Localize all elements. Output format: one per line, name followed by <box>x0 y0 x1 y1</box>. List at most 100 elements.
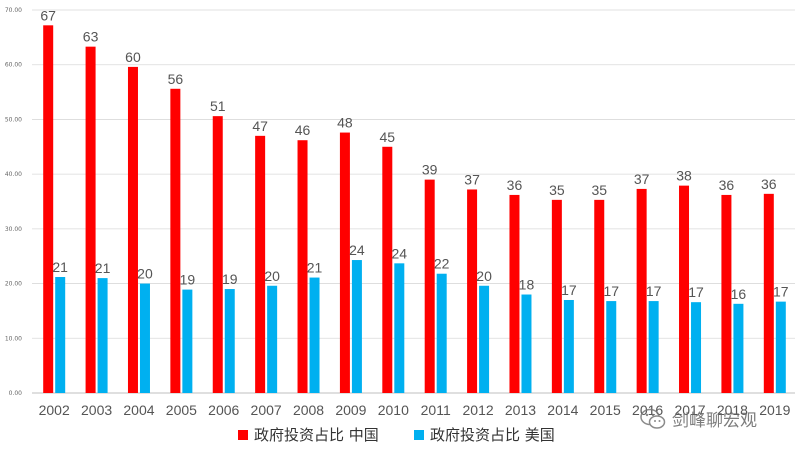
data-label-china: 37 <box>634 171 650 187</box>
x-tick-label: 2018 <box>717 402 748 418</box>
data-label-china: 60 <box>125 49 141 65</box>
bar-usa <box>733 303 744 393</box>
data-label-usa: 21 <box>52 259 68 275</box>
bar-china <box>255 135 266 394</box>
bar-china <box>212 116 223 393</box>
bar-usa <box>309 277 320 393</box>
watermark: 剑峰聊宏观 <box>640 406 757 431</box>
x-tick-label: 2002 <box>39 402 70 418</box>
x-tick-label: 2015 <box>590 402 621 418</box>
bar-usa <box>55 277 66 393</box>
bar-china <box>594 199 605 393</box>
bar-usa <box>224 289 235 393</box>
legend-swatch-usa <box>414 429 424 440</box>
bar-usa <box>563 299 574 393</box>
x-tick-label: 2014 <box>547 402 578 418</box>
y-tick-label: 20.00 <box>5 281 22 288</box>
data-label-china: 48 <box>337 115 353 131</box>
bar-usa <box>394 263 405 393</box>
x-tick-label: 2008 <box>293 402 324 418</box>
data-label-usa: 17 <box>603 283 619 299</box>
legend-label-usa: 政府投资占比 美国 <box>430 426 555 444</box>
y-tick-label: 0.00 <box>9 390 23 397</box>
data-label-usa: 16 <box>731 286 747 302</box>
data-label-china: 36 <box>719 177 735 193</box>
bar-china <box>43 25 54 393</box>
y-tick-label: 70.00 <box>5 7 22 14</box>
bar-usa <box>139 283 150 393</box>
data-label-usa: 21 <box>307 260 323 276</box>
bar-usa <box>436 273 447 393</box>
bar-usa <box>775 301 786 393</box>
data-label-usa: 20 <box>264 268 280 284</box>
y-tick-label: 40.00 <box>5 171 22 178</box>
y-tick-label: 50.00 <box>5 116 22 123</box>
bar-usa <box>521 294 532 393</box>
data-label-china: 67 <box>40 7 56 23</box>
watermark-text: 剑峰聊宏观 <box>672 411 757 431</box>
bar-usa <box>606 301 617 393</box>
bar-usa <box>267 285 278 393</box>
bar-china <box>763 193 774 393</box>
data-label-china: 63 <box>83 29 99 45</box>
data-label-china: 51 <box>210 98 226 114</box>
x-tick-label: 2003 <box>81 402 112 418</box>
data-label-usa: 17 <box>646 283 662 299</box>
data-label-usa: 18 <box>519 277 535 293</box>
data-label-china: 36 <box>761 176 777 192</box>
data-label-china: 38 <box>676 168 692 184</box>
bar-china <box>636 188 647 393</box>
data-label-china: 35 <box>549 182 565 198</box>
data-label-china: 47 <box>252 118 268 134</box>
bar-china <box>424 179 435 393</box>
data-label-usa: 17 <box>688 284 704 300</box>
data-label-usa: 24 <box>392 245 408 261</box>
data-label-china: 37 <box>464 171 480 187</box>
x-tick-label: 2004 <box>123 402 154 418</box>
legend: 政府投资占比 中国 政府投资占比 美国 <box>0 424 800 446</box>
data-label-china: 45 <box>380 129 396 145</box>
x-tick-label: 2005 <box>166 402 197 418</box>
data-label-china: 56 <box>168 71 184 87</box>
data-label-china: 46 <box>295 122 311 138</box>
bar-china <box>297 140 308 393</box>
bar-china <box>382 146 393 393</box>
legend-item-usa: 政府投资占比 美国 <box>414 424 555 445</box>
x-tick-label: 2016 <box>632 402 663 418</box>
data-label-usa: 17 <box>773 284 789 300</box>
x-tick-label: 2011 <box>421 402 451 418</box>
data-label-usa: 19 <box>180 272 196 288</box>
x-tick-label: 2013 <box>505 402 536 418</box>
legend-item-china: 政府投资占比 中国 <box>238 424 379 445</box>
y-tick-label: 10.00 <box>5 335 22 342</box>
wechat-icon <box>640 408 666 429</box>
bar-china <box>467 189 478 393</box>
bar-usa <box>351 260 362 393</box>
bar-china <box>721 194 732 393</box>
data-label-china: 36 <box>507 177 523 193</box>
bar-chart: 0.00 10.00 20.00 30.00 40.00 50.00 60.00 70.00 6… <box>5 7 795 418</box>
data-label-usa: 21 <box>95 260 111 276</box>
x-tick-label: 2009 <box>335 402 366 418</box>
data-label-china: 35 <box>591 182 607 198</box>
bar-usa <box>648 301 659 393</box>
bar-usa <box>182 289 193 393</box>
bar-china <box>127 66 138 393</box>
data-label-usa: 24 <box>349 242 365 258</box>
x-tick-label: 2007 <box>251 402 282 418</box>
data-label-china: 39 <box>422 162 438 178</box>
data-label-usa: 19 <box>222 271 238 287</box>
bar-china <box>339 132 350 393</box>
x-tick-label: 2017 <box>674 402 705 418</box>
y-tick-label: 60.00 <box>5 62 22 69</box>
x-tick-label: 2006 <box>208 402 239 418</box>
data-label-usa: 20 <box>476 268 492 284</box>
bar-china <box>170 88 181 393</box>
x-tick-label: 2012 <box>463 402 494 418</box>
bar-china <box>509 194 520 393</box>
legend-swatch-china <box>238 429 248 440</box>
bar-usa <box>97 278 108 393</box>
data-label-usa: 20 <box>137 266 153 282</box>
data-label-usa: 17 <box>561 282 577 298</box>
bar-usa <box>691 302 702 393</box>
